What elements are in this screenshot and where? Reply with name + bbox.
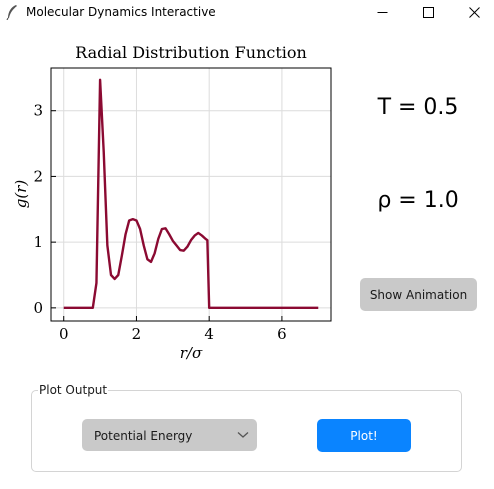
plot-frame [50, 67, 332, 322]
show-animation-button[interactable]: Show Animation [360, 278, 477, 311]
minimize-icon [377, 11, 387, 13]
chart-title: Radial Distribution Function [75, 43, 307, 62]
feather-icon [6, 5, 17, 20]
plot-type-value: Potential Energy [94, 429, 193, 443]
x-tick-label: 6 [277, 325, 287, 343]
y-tick-label: 1 [33, 233, 43, 251]
x-tick-label: 0 [59, 325, 69, 343]
axis-ticks: 0 2 4 6 0 1 2 3 [33, 102, 286, 343]
plot-output-frame [31, 390, 462, 472]
y-tick-label: 0 [33, 299, 43, 317]
y-axis-label: g(r) [12, 180, 30, 209]
x-axis-label: r/σ [180, 344, 203, 362]
plot-output-legend: Plot Output [38, 383, 109, 397]
plot-button[interactable]: Plot! [317, 419, 411, 452]
close-button[interactable] [451, 0, 494, 24]
maximize-button[interactable] [405, 0, 451, 24]
rdf-series-line [63, 78, 319, 310]
density-readout: ρ = 1.0 [377, 188, 459, 213]
maximize-icon [422, 6, 434, 18]
plot-type-select[interactable]: Potential Energy [82, 419, 257, 451]
y-tick-label: 3 [33, 102, 43, 120]
close-icon [468, 6, 480, 18]
y-tick-label: 2 [33, 167, 43, 185]
x-tick-label: 2 [132, 325, 142, 343]
title-bar: Molecular Dynamics Interactive [0, 0, 494, 24]
x-tick-label: 4 [204, 325, 214, 343]
temperature-readout: T = 0.5 [377, 95, 459, 120]
rdf-chart: Radial Distribution Function 0 2 4 6 0 1 2 3 r/… [12, 43, 332, 362]
window-title: Molecular Dynamics Interactive [26, 5, 216, 19]
grid-lines [51, 68, 331, 321]
minimize-button[interactable] [359, 0, 405, 24]
chevron-down-icon [237, 432, 249, 438]
